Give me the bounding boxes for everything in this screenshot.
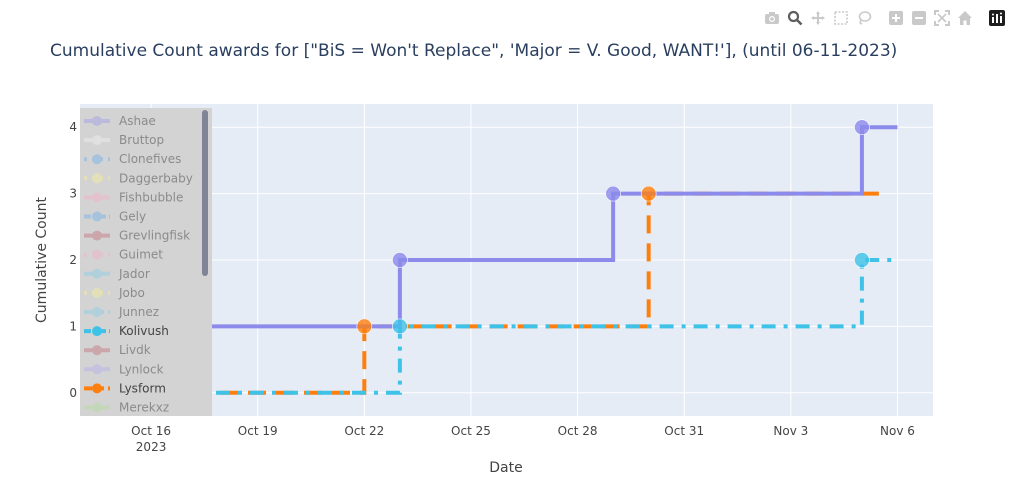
plotly-logo-icon[interactable]: [987, 8, 1007, 28]
y-tick-label: 0: [69, 386, 77, 400]
data-point-lysform[interactable]: [640, 185, 657, 202]
legend-label: Clonefives: [119, 152, 181, 166]
data-point-lynlock[interactable]: [392, 252, 408, 268]
legend-item-jador[interactable]: Jador: [84, 267, 150, 281]
legend-swatch-marker: [92, 249, 102, 260]
legend-swatch-marker: [92, 230, 102, 241]
legend-swatch-marker: [92, 307, 102, 317]
legend-item-fishbubble[interactable]: Fishbubble: [84, 190, 183, 204]
chart-title: Cumulative Count awards for ["BiS = Won'…: [50, 41, 897, 61]
x-axis-label: Date: [489, 460, 522, 476]
home-icon[interactable]: [955, 8, 975, 28]
legend-swatch-marker: [92, 326, 102, 337]
legend[interactable]: Ashae Bruttop Clonefives Daggerbaby Fishbubb…: [80, 108, 212, 416]
legend-swatch-marker: [92, 211, 102, 222]
pan-icon[interactable]: [808, 8, 828, 28]
data-point-lynlock[interactable]: [854, 119, 870, 136]
legend-label: Lysform: [119, 381, 166, 395]
legend-item-livdk[interactable]: Livdk: [84, 343, 151, 357]
x-tick-sublabel: 2023: [136, 440, 167, 454]
legend-swatch-marker: [92, 287, 102, 298]
legend-label: Grevlingfisk: [119, 229, 190, 243]
marker-layer: [356, 119, 870, 335]
legend-item-gely[interactable]: Gely: [84, 210, 146, 224]
legend-swatch-marker: [92, 402, 102, 413]
y-tick-label: 4: [69, 120, 77, 134]
zoom-icon[interactable]: [785, 8, 805, 28]
legend-item-lynlock[interactable]: Lynlock: [84, 362, 164, 376]
legend-item-lysform[interactable]: Lysform: [84, 381, 166, 395]
legend-label: Junnez: [118, 305, 159, 319]
legend-item-grevlingfisk[interactable]: Grevlingfisk: [84, 229, 190, 243]
x-tick-label: Oct 25: [451, 424, 491, 438]
legend-swatch-marker: [92, 192, 102, 203]
y-tick-label: 1: [69, 319, 77, 333]
legend-swatch-marker: [92, 135, 102, 146]
legend-label: Ashae: [119, 114, 156, 128]
x-tick-label: Nov 3: [773, 424, 808, 438]
legend-label: Daggerbaby: [119, 171, 193, 185]
legend-label: Jador: [118, 267, 150, 281]
legend-swatch-marker: [92, 383, 102, 394]
x-tick-label: Oct 16: [131, 424, 171, 438]
y-tick-label: 2: [69, 253, 77, 267]
legend-item-merekxz[interactable]: Merekxz: [84, 401, 169, 415]
legend-swatch-marker: [92, 154, 102, 165]
x-tick-label: Oct 28: [558, 424, 598, 438]
modebar: [762, 8, 1007, 28]
legend-swatch-marker: [92, 345, 102, 356]
y-axis-ticks: 0 1 2 3 4: [69, 120, 77, 400]
box-select-icon[interactable]: [831, 8, 851, 28]
legend-swatch-marker: [92, 268, 102, 279]
series-line-lysform[interactable]: [80, 191, 880, 395]
legend-label: Merekxz: [119, 401, 169, 415]
legend-label: Bruttop: [119, 133, 164, 147]
legend-label: Livdk: [119, 343, 151, 357]
zoom-in-icon[interactable]: [886, 8, 906, 28]
lasso-icon[interactable]: [854, 8, 874, 28]
data-point-kolivush[interactable]: [392, 318, 408, 335]
legend-label: Gely: [119, 210, 146, 224]
legend-item-ashae[interactable]: Ashae: [84, 114, 156, 128]
series-line-lynlock[interactable]: [80, 125, 898, 329]
legend-label: Jobo: [118, 286, 145, 300]
legend-swatch-marker: [92, 116, 102, 126]
x-tick-label: Oct 31: [664, 424, 704, 438]
legend-scrollbar[interactable]: [202, 110, 208, 276]
legend-swatch-marker: [92, 364, 102, 375]
legend-item-junnez[interactable]: Junnez: [84, 305, 159, 319]
legend-item-kolivush[interactable]: Kolivush: [84, 324, 169, 338]
x-tick-label: Nov 6: [880, 424, 915, 438]
x-axis-ticks: Oct 16 2023 Oct 19 Oct 22 Oct 25 Oct 28 Oct 31…: [131, 424, 915, 454]
legend-label: Kolivush: [119, 324, 169, 338]
data-point-lynlock[interactable]: [605, 185, 621, 202]
y-axis-label: Cumulative Count: [34, 197, 50, 323]
y-tick-label: 3: [69, 187, 77, 201]
legend-item-daggerbaby[interactable]: Daggerbaby: [84, 171, 193, 185]
legend-item-guimet[interactable]: Guimet: [84, 248, 163, 262]
legend-item-bruttop[interactable]: Bruttop: [84, 133, 164, 147]
legend-label: Lynlock: [119, 362, 164, 376]
legend-label: Guimet: [119, 248, 163, 262]
zoom-out-icon[interactable]: [909, 8, 929, 28]
x-tick-label: Oct 19: [238, 424, 278, 438]
data-point-kolivush[interactable]: [854, 252, 870, 268]
legend-item-jobo[interactable]: Jobo: [84, 286, 145, 300]
camera-icon[interactable]: [762, 8, 782, 28]
legend-item-clonefives[interactable]: Clonefives: [84, 152, 181, 166]
legend-label: Fishbubble: [119, 190, 183, 204]
legend-swatch-marker: [92, 173, 102, 184]
x-tick-label: Oct 22: [344, 424, 384, 438]
autoscale-icon[interactable]: [932, 8, 952, 28]
data-point-lysform[interactable]: [356, 318, 373, 335]
